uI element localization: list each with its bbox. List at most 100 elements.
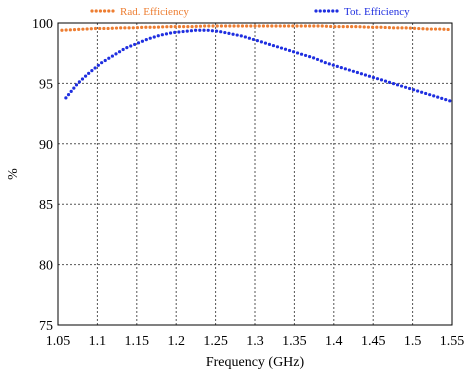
data-point	[165, 25, 169, 29]
data-point	[110, 26, 114, 30]
data-point	[198, 24, 203, 28]
data-point	[74, 83, 79, 87]
data-point	[366, 25, 370, 29]
data-point	[173, 30, 177, 35]
data-point	[93, 66, 97, 70]
legend-swatch-dot	[331, 9, 335, 13]
series-rad-efficiency	[60, 24, 450, 32]
x-axis-ticks: 1.05 1.1 1.15 1.2 1.25 1.3 1.35 1.4 1.45 1.5 1.55	[46, 334, 465, 349]
data-point	[161, 25, 165, 29]
data-point	[135, 26, 140, 30]
legend-swatch-dot	[90, 9, 94, 13]
data-point	[295, 51, 300, 55]
data-point	[331, 63, 335, 67]
data-point	[182, 25, 186, 29]
data-point	[239, 34, 243, 38]
legend-swatch-dot	[322, 9, 326, 13]
data-point	[173, 25, 177, 29]
legend-label: Rad. Efficiency	[120, 6, 189, 18]
data-point	[266, 24, 270, 28]
x-tick-label: 1.35	[282, 334, 307, 349]
data-point	[235, 33, 239, 37]
data-point	[316, 24, 320, 28]
y-tick-label: 80	[39, 259, 53, 274]
legend-swatch-dot	[111, 9, 115, 13]
data-point	[210, 29, 214, 33]
data-point	[327, 62, 331, 66]
data-point	[156, 34, 160, 38]
data-point	[211, 24, 215, 28]
data-point	[202, 28, 206, 32]
data-point	[341, 25, 345, 29]
data-point	[77, 80, 81, 84]
data-point	[347, 68, 351, 72]
data-point	[232, 24, 236, 28]
data-point	[140, 25, 144, 29]
data-point	[436, 95, 440, 99]
data-point	[81, 27, 85, 31]
data-point	[267, 42, 272, 46]
data-point	[98, 26, 102, 31]
data-point	[119, 26, 123, 30]
data-point	[255, 39, 259, 43]
x-tick-label: 1.45	[361, 334, 386, 349]
data-point	[66, 93, 71, 97]
data-point	[207, 24, 211, 28]
y-axis-ticks: 75 80 85 90 95 100	[32, 17, 53, 334]
data-point	[257, 24, 261, 28]
data-point	[243, 35, 247, 39]
data-point	[249, 24, 253, 28]
y-tick-label: 85	[39, 198, 53, 213]
x-tick-label: 1.05	[46, 334, 71, 349]
legend-swatch-dot	[98, 9, 102, 13]
data-point	[107, 56, 111, 60]
data-point	[177, 30, 181, 34]
data-point	[354, 25, 358, 29]
data-point	[186, 25, 190, 29]
data-point	[245, 24, 249, 28]
data-point	[448, 99, 452, 103]
data-point	[87, 71, 91, 75]
data-point	[274, 24, 278, 28]
data-point	[319, 59, 324, 63]
data-point	[96, 63, 100, 67]
data-point	[68, 28, 72, 32]
data-point	[164, 32, 169, 36]
data-point	[194, 28, 198, 32]
data-point	[72, 28, 77, 32]
data-point	[412, 88, 416, 92]
data-point	[271, 43, 276, 48]
data-point	[403, 85, 408, 89]
data-point	[375, 25, 379, 29]
data-point	[424, 91, 428, 96]
legend: Rad. Efficiency Tot. Efficiency	[90, 6, 410, 18]
data-point	[355, 70, 359, 75]
data-point	[400, 26, 404, 30]
data-point	[270, 24, 274, 28]
data-point	[429, 27, 433, 31]
data-point	[383, 79, 388, 83]
data-point	[395, 83, 400, 87]
data-point	[371, 75, 376, 80]
data-point	[303, 24, 308, 28]
data-point	[240, 24, 245, 28]
data-point	[263, 41, 268, 45]
data-point	[129, 44, 133, 48]
data-point	[117, 50, 122, 54]
data-point	[299, 52, 304, 56]
data-point	[363, 73, 368, 77]
data-point	[77, 27, 81, 31]
data-point	[371, 25, 375, 29]
data-point	[335, 64, 339, 68]
x-tick-label: 1.5	[404, 334, 422, 349]
data-point	[125, 46, 129, 50]
data-point	[121, 47, 125, 52]
data-point	[315, 57, 320, 62]
data-point	[291, 50, 296, 54]
grid-lines	[57, 22, 453, 326]
data-point	[387, 80, 392, 84]
data-point	[224, 24, 228, 28]
x-tick-label: 1.4	[325, 334, 343, 349]
data-point	[114, 52, 118, 56]
data-point	[379, 78, 384, 82]
